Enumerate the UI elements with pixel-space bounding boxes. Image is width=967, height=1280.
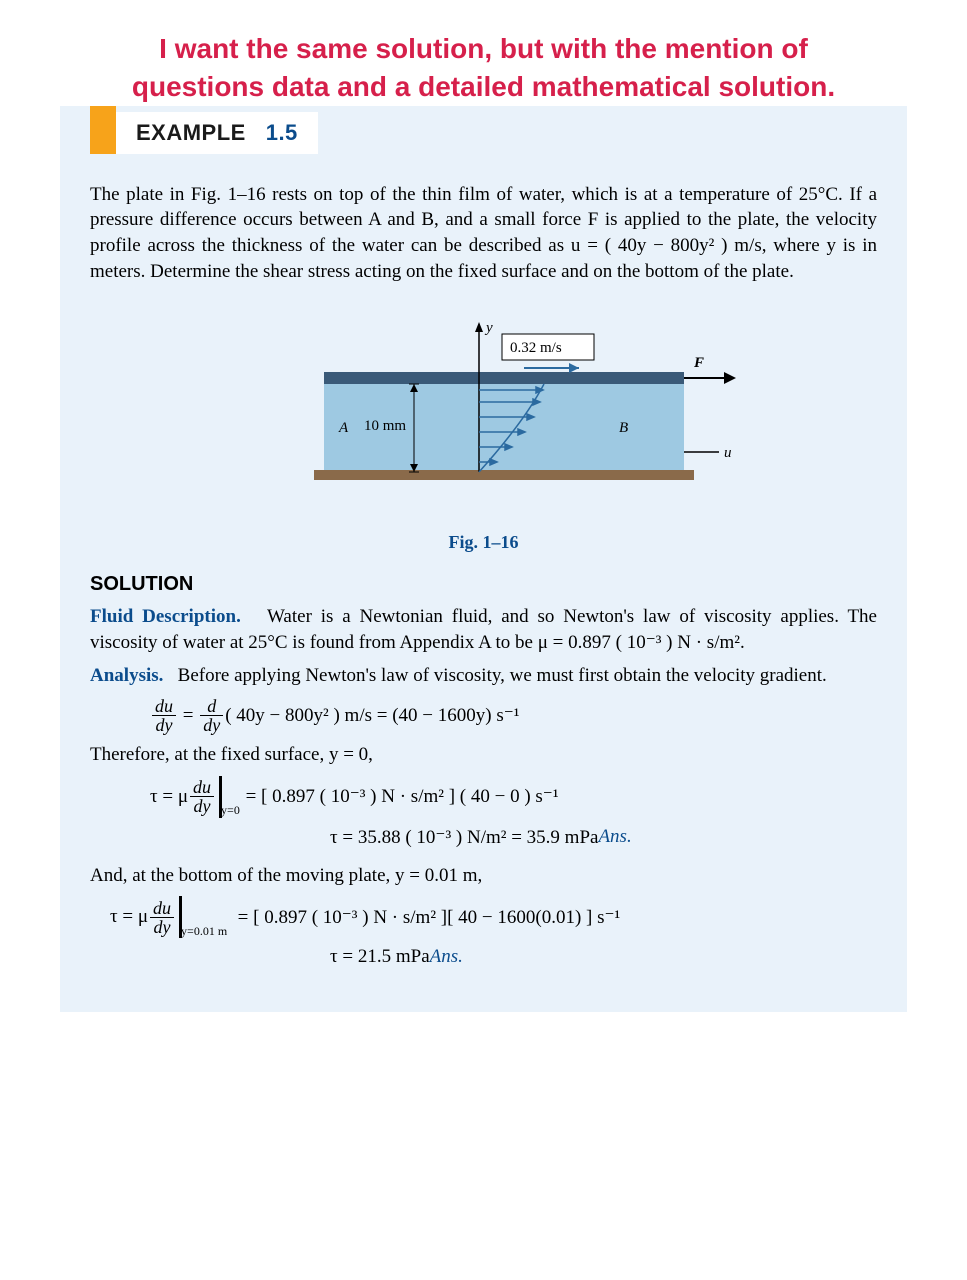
- thickness-text: 10 mm: [364, 418, 406, 434]
- page-body: EXAMPLE 1.5 The plate in Fig. 1–16 rests…: [60, 106, 907, 1013]
- eq4: τ = μ du dy y=0.01 m = [ 0.897 ( 10⁻³ ) …: [110, 896, 877, 938]
- figure-svg: y 0.32 m/s F u: [224, 312, 744, 522]
- eq1-mid-den: dy: [200, 716, 223, 734]
- solution-heading: SOLUTION: [90, 573, 877, 596]
- eq1-rhs: ( 40y − 800y² ) m/s = (40 − 1600y) s⁻¹: [225, 704, 519, 727]
- vel-arrow-head: [569, 363, 579, 373]
- eq2-frac-num: du: [190, 778, 214, 797]
- problem-text: The plate in Fig. 1–16 rests on top of t…: [90, 182, 877, 285]
- F-arrow-head: [724, 372, 736, 384]
- eq5-text: τ = 21.5 mPa: [330, 946, 430, 968]
- and-line: And, at the bottom of the moving plate, …: [90, 863, 877, 889]
- y-axis-arrow: [475, 322, 483, 332]
- plate-rect: [324, 372, 684, 384]
- label-F: F: [693, 355, 704, 371]
- eq1-mid-num: d: [200, 697, 223, 716]
- eq4-frac-num: du: [150, 899, 174, 918]
- eq1-lhs-den: dy: [152, 716, 176, 734]
- example-label: EXAMPLE 1.5: [116, 112, 318, 154]
- eq2-frac-den: dy: [190, 797, 214, 815]
- figure: y 0.32 m/s F u: [224, 312, 744, 553]
- figure-caption: Fig. 1–16: [224, 532, 744, 553]
- fixed-surface: [314, 470, 694, 480]
- analysis-para: Analysis. Before applying Newton's law o…: [90, 663, 877, 689]
- orange-tab: [90, 106, 116, 154]
- eq1-lhs-num: du: [152, 697, 176, 716]
- label-A: A: [338, 420, 349, 436]
- eq3: τ = 35.88 ( 10⁻³ ) N/m² = 35.9 mPa Ans.: [150, 826, 877, 855]
- analysis-head: Analysis.: [90, 665, 163, 686]
- eq4-sub: y=0.01 m: [181, 924, 227, 939]
- example-word: EXAMPLE: [136, 120, 246, 145]
- ans-2: Ans.: [430, 946, 463, 968]
- label-u: u: [724, 445, 732, 461]
- fluid-desc-head: Fluid Description.: [90, 606, 241, 627]
- eq5: τ = 21.5 mPa Ans.: [150, 946, 877, 974]
- ans-1: Ans.: [598, 826, 631, 848]
- eq2-pre: τ = μ: [150, 786, 188, 808]
- eq4-frac-den: dy: [150, 918, 174, 936]
- fluid-description: Fluid Description. Water is a Newtonian …: [90, 604, 877, 655]
- analysis-text: Before applying Newton's law of viscosit…: [178, 665, 827, 686]
- therefore-line: Therefore, at the fixed surface, y = 0,: [90, 742, 877, 768]
- vel-box-text: 0.32 m/s: [510, 340, 562, 356]
- user-note: I want the same solution, but with the m…: [94, 30, 874, 106]
- eq2-rhs: = [ 0.897 ( 10⁻³ ) N · s/m² ] ( 40 − 0 )…: [246, 785, 559, 808]
- eq4-pre: τ = μ: [110, 906, 148, 928]
- eq4-rhs: = [ 0.897 ( 10⁻³ ) N · s/m² ][ 40 − 1600…: [238, 906, 621, 929]
- example-bar: EXAMPLE 1.5: [90, 106, 877, 154]
- eq2: τ = μ du dy y=0 = [ 0.897 ( 10⁻³ ) N · s…: [150, 776, 877, 818]
- label-B: B: [619, 420, 628, 436]
- label-y: y: [484, 320, 493, 336]
- eq3-text: τ = 35.88 ( 10⁻³ ) N/m² = 35.9 mPa: [330, 826, 598, 849]
- eq1: du dy = d dy ( 40y − 800y² ) m/s = (40 −…: [150, 697, 877, 734]
- example-number: 1.5: [266, 120, 298, 145]
- eq2-sub: y=0: [221, 803, 240, 818]
